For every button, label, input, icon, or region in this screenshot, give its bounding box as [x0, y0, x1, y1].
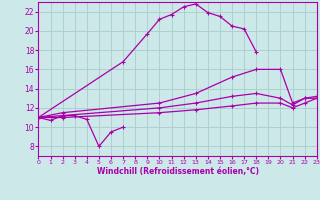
X-axis label: Windchill (Refroidissement éolien,°C): Windchill (Refroidissement éolien,°C) — [97, 167, 259, 176]
